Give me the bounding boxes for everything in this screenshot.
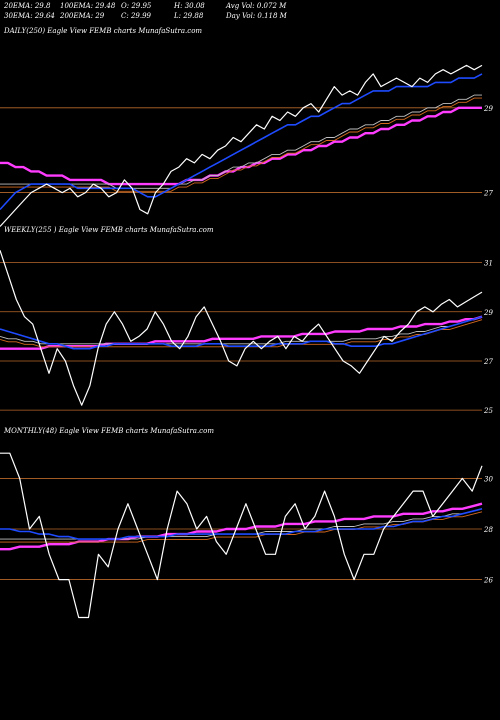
header-200ema: 200EMA: 29 <box>60 12 105 20</box>
weekly-tick-label: 31 <box>484 260 493 268</box>
monthly-tick-label: 30 <box>484 475 493 483</box>
weekly-series-3 <box>0 315 483 350</box>
daily-series-2 <box>0 94 482 189</box>
header-100ema: 100EMA: 29.48 <box>60 2 116 10</box>
header-high: H: 30.08 <box>174 2 205 10</box>
daily-series-1 <box>0 73 483 211</box>
header-low: L: 29.88 <box>174 12 204 20</box>
monthly-series-1 <box>0 508 483 540</box>
header-close: C: 29.99 <box>121 12 151 20</box>
weekly-series-1 <box>0 315 483 350</box>
weekly-tick-label: 29 <box>483 309 493 317</box>
daily-series-3 <box>0 106 482 186</box>
monthly-series-0 <box>0 452 483 619</box>
weekly-series-2 <box>0 316 483 345</box>
daily-series-orange <box>0 97 482 192</box>
weekly-tick-label: 27 <box>483 358 493 366</box>
daily-tick-label: 27 <box>483 190 493 198</box>
weekly-panel-label: WEEKLY(255 ) Eagle View FEMB charts Muna… <box>4 226 214 234</box>
daily-series-0 <box>0 64 483 227</box>
header-open: O: 29.95 <box>121 2 152 10</box>
weekly-series-0 <box>0 250 483 406</box>
daily-tick-label: 29 <box>483 105 493 113</box>
monthly-series-3 <box>0 502 483 551</box>
monthly-tick-label: 28 <box>483 526 493 534</box>
monthly-tick-label: 26 <box>483 577 493 585</box>
header-day-vol: Day Vol: 0.118 M <box>226 12 287 20</box>
header-30ema: 30EMA: 29.64 <box>4 12 55 20</box>
daily-panel-label: DAILY(250) Eagle View FEMB charts Munafa… <box>4 27 203 35</box>
monthly-panel-label: MONTHLY(48) Eagle View FEMB charts Munaf… <box>4 427 214 435</box>
header-avg-vol: Avg Vol: 0.072 M <box>226 2 287 10</box>
weekly-tick-label: 25 <box>483 407 493 415</box>
header-20ema: 20EMA: 29.8 <box>4 2 51 10</box>
